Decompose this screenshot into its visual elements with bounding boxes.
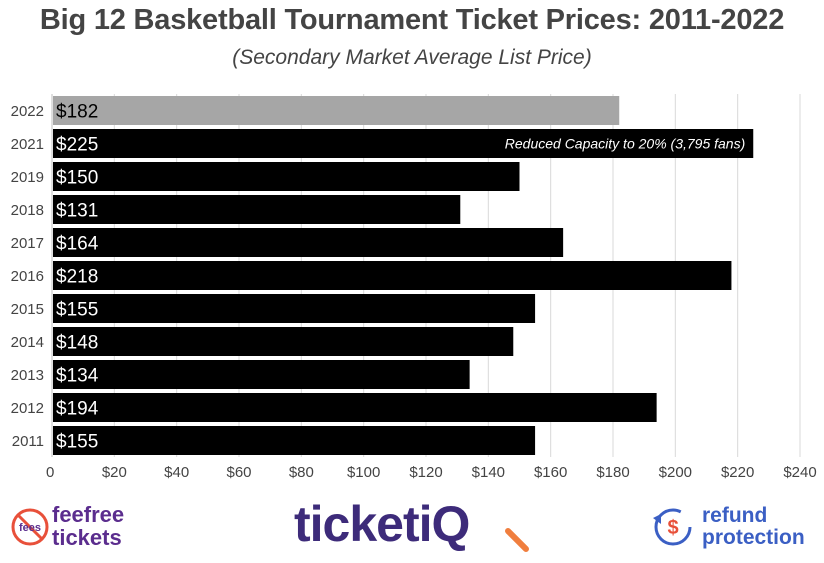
tickets-word: tickets [52,525,122,550]
y-tick-label: 2011 [12,433,44,450]
x-tick-label: $80 [289,464,314,481]
data-label: $218 [56,267,98,288]
data-label: $194 [56,399,99,420]
y-tick-label: 2013 [11,367,44,384]
ticketiq-logo: ticketiQ [290,495,540,559]
bar [53,195,461,224]
bar [53,96,620,125]
y-tick-label: 2021 [11,136,44,153]
bar [53,426,536,455]
bar [53,129,754,158]
refund-protection-logo: $ refund protection [650,495,820,559]
bar [53,360,470,389]
data-label: $131 [56,201,98,222]
data-label: $164 [56,234,99,255]
x-tick-label: $60 [226,464,251,481]
y-tick-label: 2016 [11,268,44,285]
y-tick-label: 2014 [11,334,44,351]
bar-chart: 0 $20 $40 $60 $80 $100 $120 $140 $160 $180 $200 $22… [11,94,817,481]
x-tick-label: $200 [659,464,692,481]
feefree-tickets-logo: fees feefree tickets [8,495,158,559]
x-tick-label: $20 [102,464,127,481]
annotation-label: Reduced Capacity to 20% (3,795 fans) [505,136,745,152]
x-tick-label: $180 [596,464,629,481]
bar [53,327,514,356]
data-label: $148 [56,333,98,354]
x-tick-label: $220 [721,464,754,481]
x-tick-label: $160 [534,464,567,481]
no-fees-icon: fees [11,508,49,546]
refund-dollar-icon: $ [653,508,692,546]
protection-word: protection [702,526,805,549]
data-label: $155 [56,432,98,453]
y-tick-label: 2022 [11,103,44,120]
magnifier-icon [505,528,529,552]
bar [53,393,657,422]
data-label: $155 [56,300,98,321]
ticketiq-wordmark: ticketiQ [294,496,470,552]
x-tick-label: 0 [46,464,54,481]
fees-badge-text: fees [19,522,41,534]
data-label: $134 [56,366,99,387]
bar [53,261,732,290]
data-label: $182 [56,102,98,123]
x-tick-label: $40 [164,464,189,481]
data-label: $150 [56,168,98,189]
y-tick-label: 2015 [11,301,44,318]
x-tick-label: $120 [409,464,442,481]
feefree-word: feefree [52,502,125,527]
svg-text:$: $ [667,517,678,539]
y-tick-label: 2017 [11,235,44,252]
data-label: $225 [56,135,98,156]
bar [53,294,536,323]
y-tick-label: 2018 [11,202,44,219]
chart-title: Big 12 Basketball Tournament Ticket Pric… [39,4,785,36]
refund-word: refund [702,504,768,527]
bar [53,228,564,257]
y-tick-label: 2012 [11,400,44,417]
x-tick-label: $140 [472,464,505,481]
chart-subtitle: (Secondary Market Average List Price) [232,46,592,69]
x-tick-label: $100 [347,464,380,481]
bar [53,162,520,191]
x-tick-label: $240 [783,464,816,481]
y-tick-label: 2019 [11,169,44,186]
